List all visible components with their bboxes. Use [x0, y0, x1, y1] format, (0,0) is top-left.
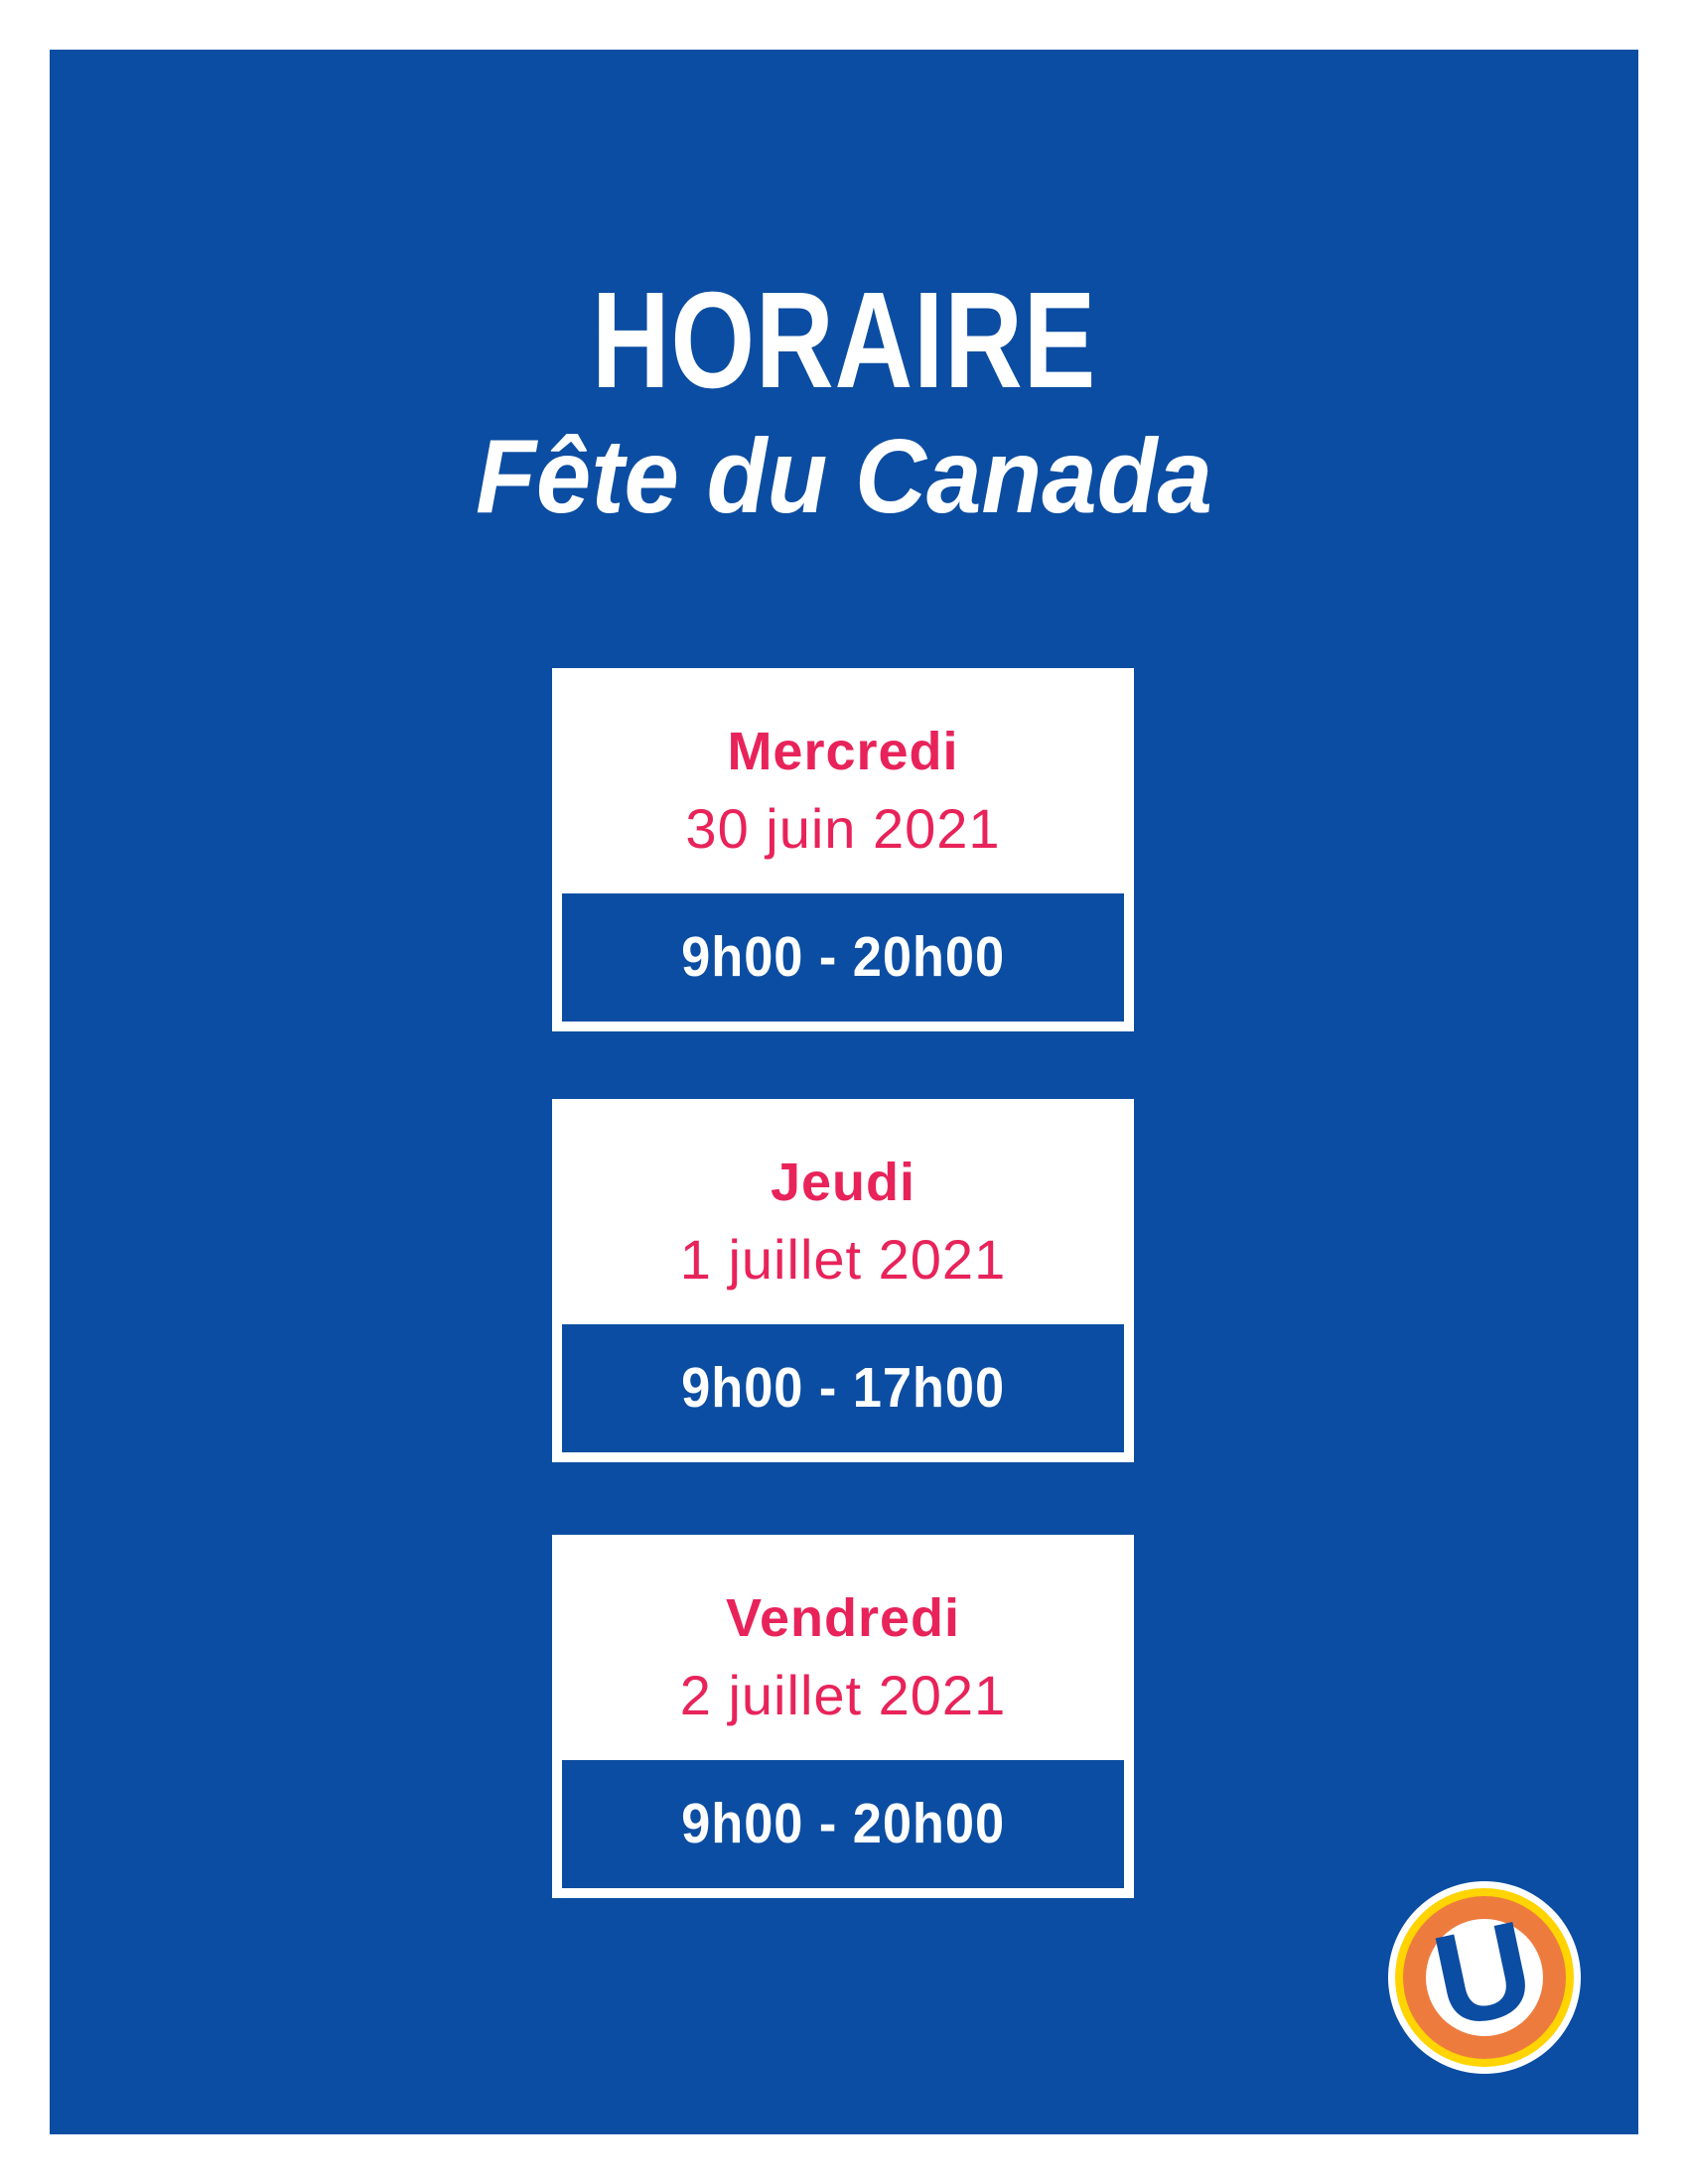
hours-label: 9h00 - 20h00: [681, 925, 1005, 989]
hours-band: 9h00 - 20h00: [562, 1760, 1124, 1888]
schedule-card-friday: Vendredi 2 juillet 2021 9h00 - 20h00: [552, 1535, 1134, 1898]
logo-white-disc: U: [1422, 1893, 1545, 2056]
hours-band: 9h00 - 17h00: [562, 1324, 1124, 1452]
hours-band: 9h00 - 20h00: [562, 893, 1124, 1022]
schedule-card-wednesday: Mercredi 30 juin 2021 9h00 - 20h00: [552, 668, 1134, 1031]
hours-label: 9h00 - 20h00: [681, 1792, 1005, 1855]
uniprix-logo: U: [1388, 1881, 1581, 2074]
date-label: 30 juin 2021: [685, 797, 1001, 860]
page-subtitle: Fête du Canada: [476, 418, 1212, 535]
schedule-card-thursday: Jeudi 1 juillet 2021 9h00 - 17h00: [552, 1099, 1134, 1462]
date-label: 2 juillet 2021: [679, 1664, 1007, 1726]
date-label: 1 juillet 2021: [679, 1228, 1007, 1291]
day-label: Mercredi: [727, 722, 959, 781]
hours-label: 9h00 - 17h00: [681, 1356, 1005, 1420]
blue-background-panel: HORAIRE Fête du Canada Mercredi 30 juin …: [50, 50, 1638, 2134]
page-title: HORAIRE: [591, 264, 1097, 417]
day-label: Jeudi: [770, 1153, 916, 1212]
day-label: Vendredi: [725, 1588, 961, 1648]
